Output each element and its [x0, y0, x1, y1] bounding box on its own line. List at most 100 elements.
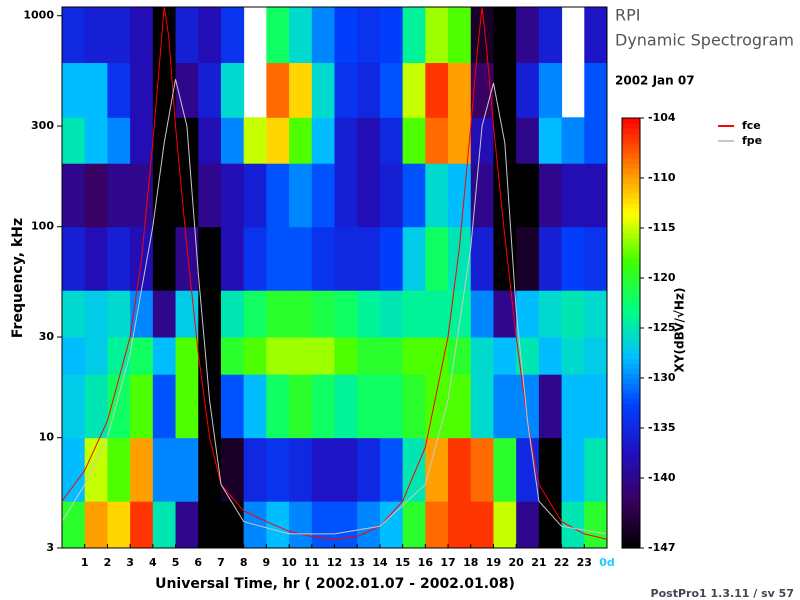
heat-cell — [402, 7, 426, 64]
y-tick-label: 30 — [39, 330, 55, 343]
heat-cell — [425, 337, 449, 375]
heat-cell — [198, 62, 222, 118]
colorbar-step — [622, 528, 640, 534]
heat-cell — [357, 501, 381, 548]
heat-cell — [220, 7, 245, 64]
heat-cell — [584, 117, 607, 164]
heat-cell — [289, 501, 313, 548]
heat-cell — [561, 374, 585, 439]
curve — [62, 7, 607, 540]
heat-cell — [62, 163, 86, 228]
heat-cell — [470, 501, 494, 548]
heat-cell — [175, 226, 199, 291]
heat-cell — [220, 163, 245, 228]
heat-cell — [220, 374, 245, 439]
heat-cell — [448, 337, 472, 375]
heat-cell — [311, 501, 335, 548]
x-tick-label: 1 — [81, 556, 89, 569]
heat-cell — [425, 163, 449, 228]
heat-cell — [198, 290, 222, 338]
colorbar-step — [622, 358, 640, 364]
heat-cell — [379, 226, 404, 291]
x-tick-label: 3 — [126, 556, 134, 569]
heat-cell — [538, 62, 563, 118]
x-tick-label: 10 — [281, 556, 297, 569]
colorbar-step — [622, 473, 640, 479]
heat-cell — [561, 501, 585, 548]
x-axis-label: Universal Time, hr ( 2002.01.07 - 2002.0… — [155, 576, 515, 592]
x-tick-label: 16 — [418, 556, 434, 569]
heat-cell — [107, 374, 131, 439]
heat-cell — [84, 290, 108, 338]
colorbar-step — [622, 308, 640, 314]
heat-cell — [289, 226, 313, 291]
heat-cell — [198, 437, 222, 502]
colorbar-tick-label: -135 — [648, 421, 676, 434]
heat-cell — [584, 163, 607, 228]
colorbar-step — [622, 183, 640, 189]
colorbar-step — [622, 413, 640, 419]
colorbar-step — [622, 288, 640, 294]
heat-cell — [584, 374, 607, 439]
colorbar-step — [622, 353, 640, 359]
x-tick-label: 4 — [149, 556, 157, 569]
heat-cell — [379, 163, 404, 228]
heat-cell — [152, 337, 177, 375]
heat-cell — [425, 62, 449, 118]
colorbar-step — [622, 293, 640, 299]
x-tick-label: 17 — [440, 556, 455, 569]
heat-cell — [152, 374, 177, 439]
heat-cell — [357, 62, 381, 118]
colorbar-step — [622, 193, 640, 199]
heat-cell — [107, 62, 131, 118]
heat-cell — [175, 437, 199, 502]
heat-cell — [289, 62, 313, 118]
heat-cell — [84, 117, 108, 164]
heat-cell — [357, 7, 381, 64]
colorbar-step — [622, 403, 640, 409]
colorbar-step — [622, 238, 640, 244]
x-tick-label: 15 — [395, 556, 410, 569]
x-tick-label: 13 — [350, 556, 365, 569]
x-tick-label: 11 — [304, 556, 319, 569]
heat-cell — [425, 374, 449, 439]
heat-cell — [334, 290, 358, 338]
heat-cell — [243, 290, 267, 338]
heat-cell — [289, 374, 313, 439]
heat-cell — [266, 290, 290, 338]
colorbar-step — [622, 468, 640, 474]
heat-cell — [311, 163, 335, 228]
heat-cell — [198, 226, 222, 291]
colorbar-tick-label: -130 — [648, 371, 676, 384]
colorbar-tick-label: -125 — [648, 321, 676, 334]
heat-cell — [130, 337, 154, 375]
heat-cell — [584, 62, 607, 118]
x-tick-label: 12 — [327, 556, 342, 569]
colorbar-step — [622, 398, 640, 404]
colorbar-step — [622, 298, 640, 304]
heat-cell — [84, 437, 108, 502]
heat-cell — [334, 337, 358, 375]
heat-cell — [425, 117, 449, 164]
heat-cell — [584, 226, 607, 291]
heat-cell — [84, 226, 108, 291]
heat-cell — [334, 374, 358, 439]
heat-cell — [152, 290, 177, 338]
heat-cell — [62, 374, 86, 439]
colorbar-step — [622, 263, 640, 269]
heat-cell — [289, 337, 313, 375]
heat-cell — [470, 117, 494, 164]
heat-cell — [198, 7, 222, 64]
heat-cell — [175, 62, 199, 118]
heat-cell — [584, 501, 607, 548]
heat-cell — [266, 501, 290, 548]
x-tick-label: 8 — [240, 556, 248, 569]
heat-cell — [402, 226, 426, 291]
heat-cell — [311, 337, 335, 375]
heat-cell — [357, 374, 381, 439]
heatmap — [62, 7, 607, 548]
heat-cell — [493, 501, 517, 548]
colorbar-step — [622, 513, 640, 519]
heat-cell — [311, 290, 335, 338]
heat-cell — [470, 290, 494, 338]
